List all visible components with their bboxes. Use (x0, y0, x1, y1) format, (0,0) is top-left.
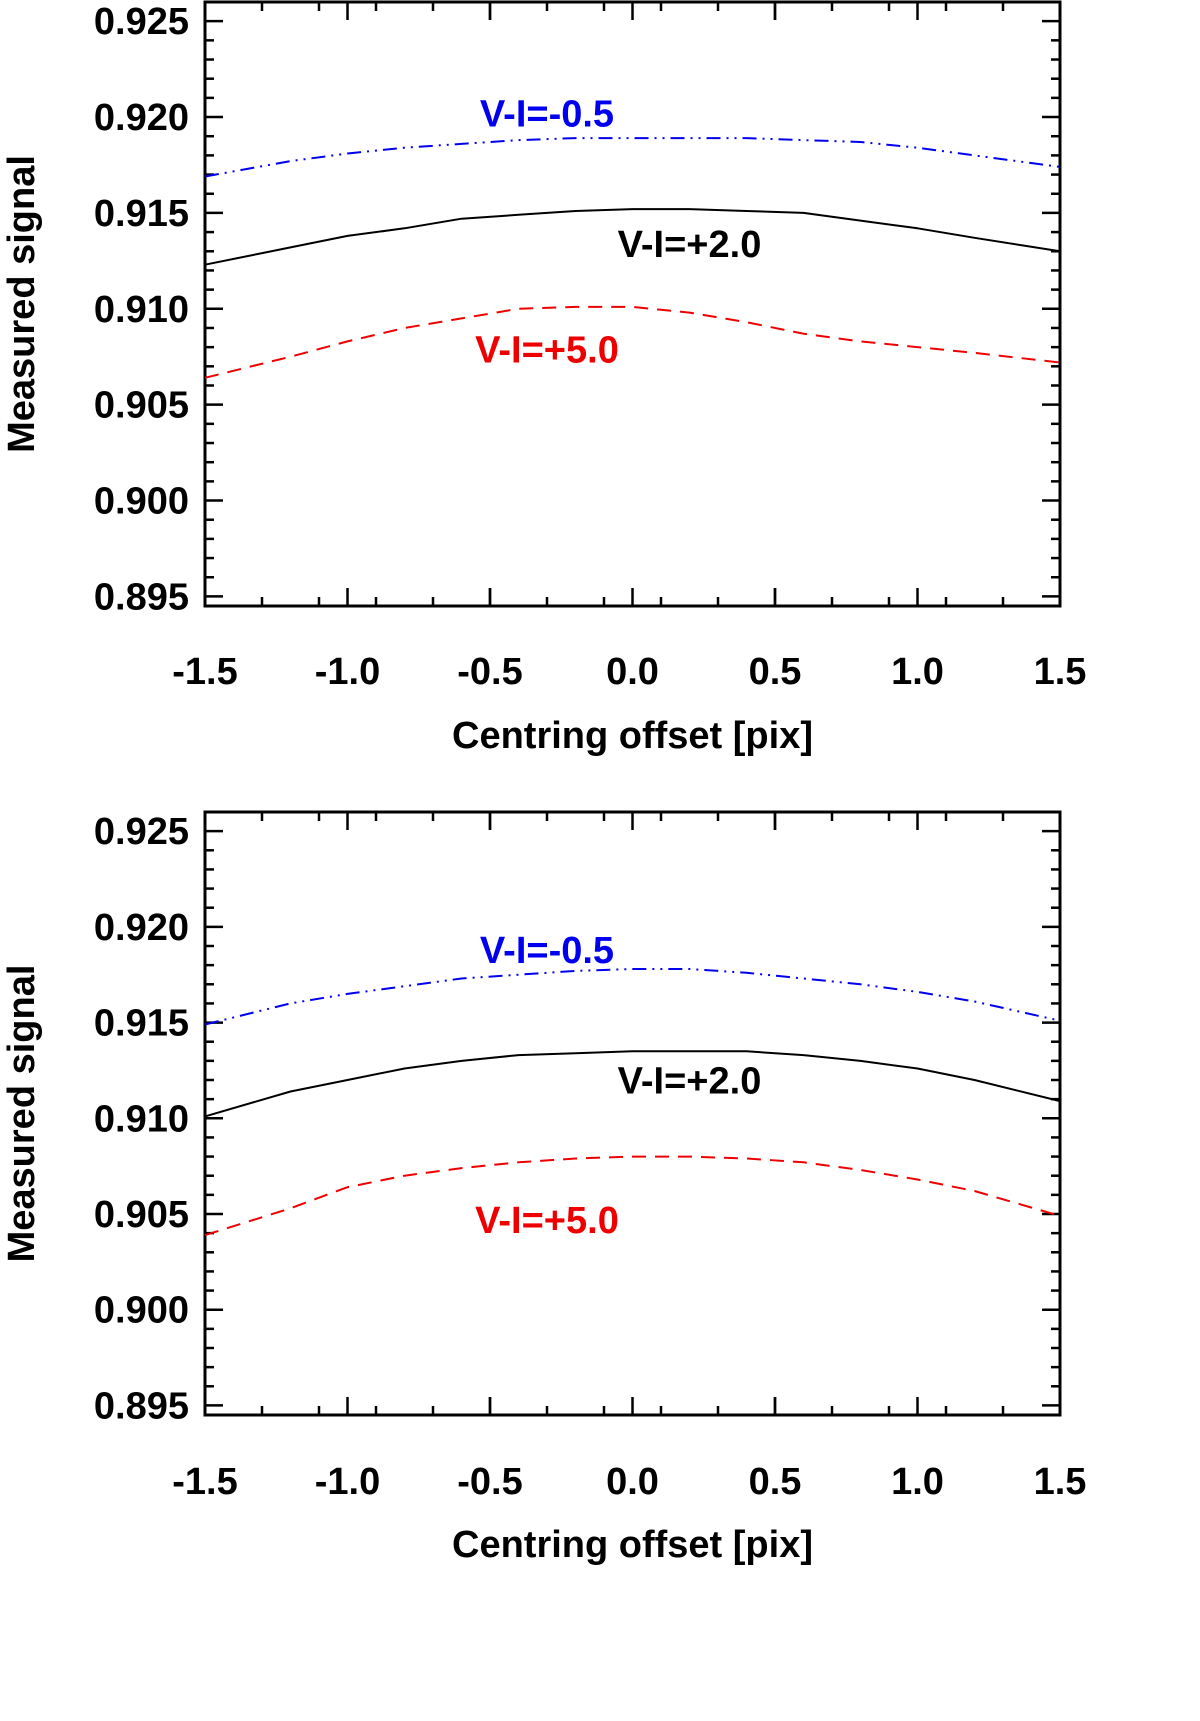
series-line-dashed (204, 1155, 1061, 1237)
x-tick-label: 0.5 (749, 651, 802, 693)
y-tick-label: 0.905 (94, 385, 189, 427)
series-line-dashed (204, 305, 1061, 379)
y-tick-label: 0.915 (94, 193, 189, 235)
y-tick-label: 0.900 (94, 1290, 189, 1332)
y-tick-label: 0.920 (94, 907, 189, 949)
series-label: V-I=+5.0 (475, 1200, 619, 1242)
x-axis-title: Centring offset [pix] (452, 1524, 813, 1566)
x-tick-label: -0.5 (457, 651, 522, 693)
y-tick-label: 0.905 (94, 1194, 189, 1236)
series-label: V-I=-0.5 (480, 94, 614, 136)
y-tick-label: 0.895 (94, 576, 189, 618)
y-tick-label: 0.925 (94, 811, 189, 853)
series-label: V-I=+2.0 (618, 224, 762, 266)
chart-panel-1: -1.5 -1.0 -0.5 0.0 0.5 1.0 1.5 0.925 0.920 0.915 0… (1, 0, 1087, 757)
x-tick-label: -1.5 (172, 651, 237, 693)
x-tick-label: 1.5 (1034, 651, 1087, 693)
series-line-dash-dot-dot (204, 968, 1061, 1026)
series-label: V-I=+5.0 (475, 329, 619, 371)
plot-frame (203, 810, 1062, 1417)
x-tick-label: 0.5 (749, 1461, 802, 1503)
x-tick-label: -1.0 (315, 651, 380, 693)
x-tick-label: 1.0 (891, 1461, 944, 1503)
series-line-dash-dot-dot (204, 137, 1061, 178)
y-axis-ticks (205, 0, 1060, 598)
series-label: V-I=+2.0 (618, 1060, 762, 1102)
y-tick-label: 0.910 (94, 289, 189, 331)
y-tick-label: 0.900 (94, 481, 189, 523)
y-tick-label: 0.910 (94, 1098, 189, 1140)
plot-frame (203, 0, 1062, 608)
y-tick-label: 0.895 (94, 1385, 189, 1427)
series-line-solid (204, 1050, 1061, 1118)
x-tick-label: 1.5 (1034, 1461, 1087, 1503)
x-tick-label: -1.5 (172, 1461, 237, 1503)
series-line-solid (204, 208, 1061, 266)
y-axis-title: Measured signal (1, 155, 43, 453)
y-axis-ticks (205, 810, 1060, 1407)
series-label: V-I=-0.5 (480, 930, 614, 972)
y-tick-label: 0.925 (94, 1, 189, 43)
x-tick-label: 1.0 (891, 651, 944, 693)
chart-panel-2: -1.5 -1.0 -0.5 0.0 0.5 1.0 1.5 0.925 0.920 0.915 0… (1, 810, 1087, 1566)
x-tick-label: 0.0 (606, 651, 659, 693)
y-tick-label: 0.920 (94, 97, 189, 139)
x-tick-label: -1.0 (315, 1461, 380, 1503)
x-tick-label: 0.0 (606, 1461, 659, 1503)
x-tick-label: -0.5 (457, 1461, 522, 1503)
y-tick-label: 0.915 (94, 1003, 189, 1045)
x-axis-ticks (203, 812, 1062, 1415)
y-axis-title: Measured signal (1, 965, 43, 1263)
x-axis-title: Centring offset [pix] (452, 715, 813, 757)
x-axis-ticks (203, 2, 1062, 606)
